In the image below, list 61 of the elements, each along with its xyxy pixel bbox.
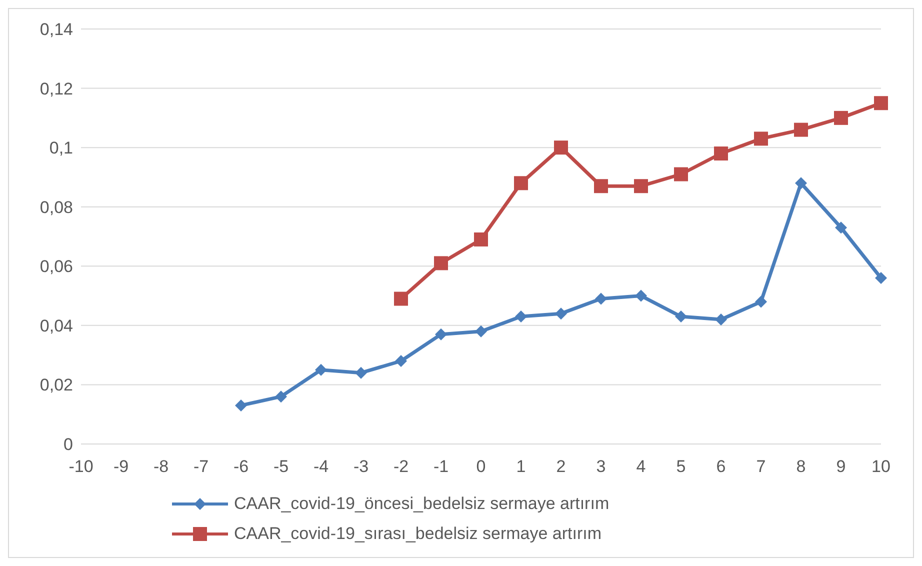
x-tick-label: -4: [313, 457, 329, 476]
y-tick-label: 0,08: [40, 198, 73, 217]
x-tick-label: -2: [393, 457, 409, 476]
x-tick-label: -5: [273, 457, 289, 476]
x-tick-label: 3: [596, 457, 606, 476]
point: [514, 176, 528, 190]
y-tick-label: 0: [64, 435, 73, 454]
point: [835, 222, 847, 234]
x-tick-label: 7: [756, 457, 766, 476]
point: [315, 364, 327, 376]
point: [754, 132, 768, 146]
point: [554, 140, 568, 155]
legend-label: CAAR_covid-19_öncesi_bedelsiz sermaye artırım: [234, 494, 610, 514]
point: [595, 292, 607, 305]
point: [714, 146, 728, 160]
x-tick-label: 8: [796, 457, 806, 476]
point: [355, 366, 367, 379]
x-tick-label: 9: [836, 457, 846, 476]
point: [715, 314, 727, 326]
point: [394, 292, 408, 306]
point: [675, 310, 687, 323]
point: [834, 110, 848, 125]
y-tick-label: 0,12: [40, 79, 73, 98]
x-tick-label: -10: [68, 457, 94, 476]
y-tick-label: 0,06: [40, 257, 73, 276]
point: [875, 272, 887, 284]
point: [515, 310, 527, 323]
y-tick-label: 0,1: [49, 138, 73, 158]
x-tick-label: -6: [233, 457, 249, 476]
y-tick-label: 0,04: [40, 316, 73, 336]
point: [434, 256, 448, 270]
point: [555, 308, 567, 320]
point: [474, 232, 488, 246]
point: [794, 122, 808, 137]
x-tick-label: 2: [556, 457, 566, 476]
point: [435, 328, 447, 340]
point: [635, 290, 647, 302]
point: [874, 96, 888, 110]
x-tick-label: -7: [193, 457, 209, 476]
point: [755, 296, 767, 308]
y-tick-label: 0,02: [40, 376, 73, 395]
point: [475, 325, 487, 338]
point: [395, 355, 407, 367]
point: [634, 179, 648, 194]
x-tick-label: 5: [676, 457, 686, 476]
x-tick-label: -9: [113, 457, 129, 476]
point: [275, 390, 287, 403]
x-tick-label: 4: [636, 457, 646, 476]
point: [594, 179, 608, 194]
point: [795, 177, 807, 190]
x-tick-label: 10: [872, 457, 890, 476]
x-tick-label: 1: [516, 457, 526, 476]
x-tick-label: 6: [716, 457, 726, 476]
point: [235, 399, 247, 412]
x-tick-label: -1: [433, 457, 449, 476]
x-tick-label: -3: [353, 457, 369, 476]
point: [674, 167, 688, 182]
x-tick-label: 0: [476, 457, 486, 476]
legend-label: CAAR_covid-19_sırası_bedelsiz sermaye artırım: [234, 524, 602, 544]
y-tick-label: 0,14: [40, 20, 73, 40]
x-tick-label: -8: [153, 457, 169, 476]
